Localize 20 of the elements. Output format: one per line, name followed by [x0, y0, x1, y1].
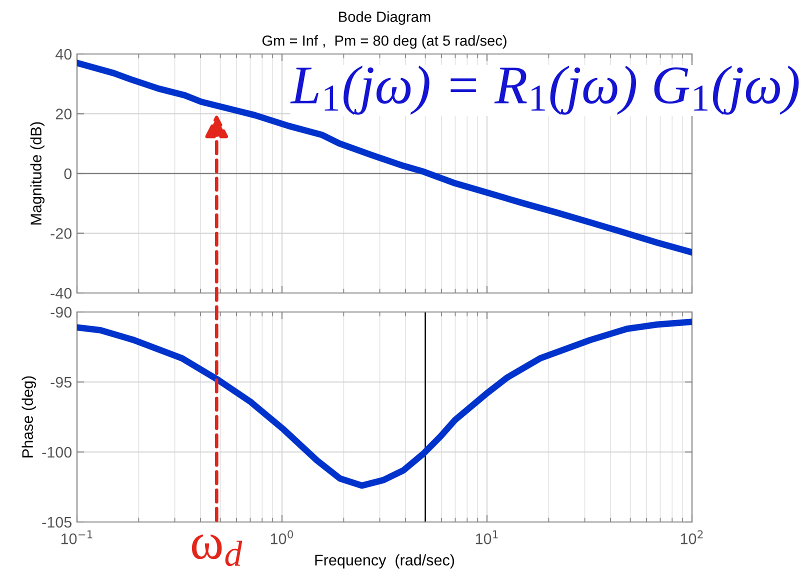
y-tick-label: -105: [42, 516, 72, 528]
y-tick-label: 20: [56, 108, 72, 120]
y-tick-label: -40: [50, 288, 72, 299]
y-tick-label: -100: [42, 446, 72, 458]
x-tick-label: 10$^{1}$: [476, 530, 498, 544]
x-tick-label: 10$^{0}$: [270, 530, 294, 544]
y-tick-label: 40: [56, 48, 72, 60]
chart-title: Bode Diagram: [339, 11, 430, 25]
x-axis-title: Frequency (rad/sec): [315, 554, 454, 569]
chart-subtitle: Gm = Inf , Pm = 80 deg (at 5 rad/sec): [262, 35, 506, 49]
annotation: L$_{1}$(jω) = R$_{1}$(jω) G$_{1}$(jω): [290, 66, 799, 115]
y-tick-label: -90: [50, 306, 72, 318]
x-tick-label: 10$^{2}$: [680, 530, 703, 544]
annotation: ω$_{d}$: [192, 534, 242, 566]
y-tick-label: 0: [64, 168, 72, 180]
y-axis-title: Phase (deg): [22, 376, 36, 458]
y-tick-label: -95: [50, 376, 72, 388]
y-axis-title: Magnitude (dB): [30, 122, 45, 224]
x-tick-label: 10$^{−1}$: [61, 530, 92, 544]
y-tick-label: -20: [50, 228, 72, 239]
